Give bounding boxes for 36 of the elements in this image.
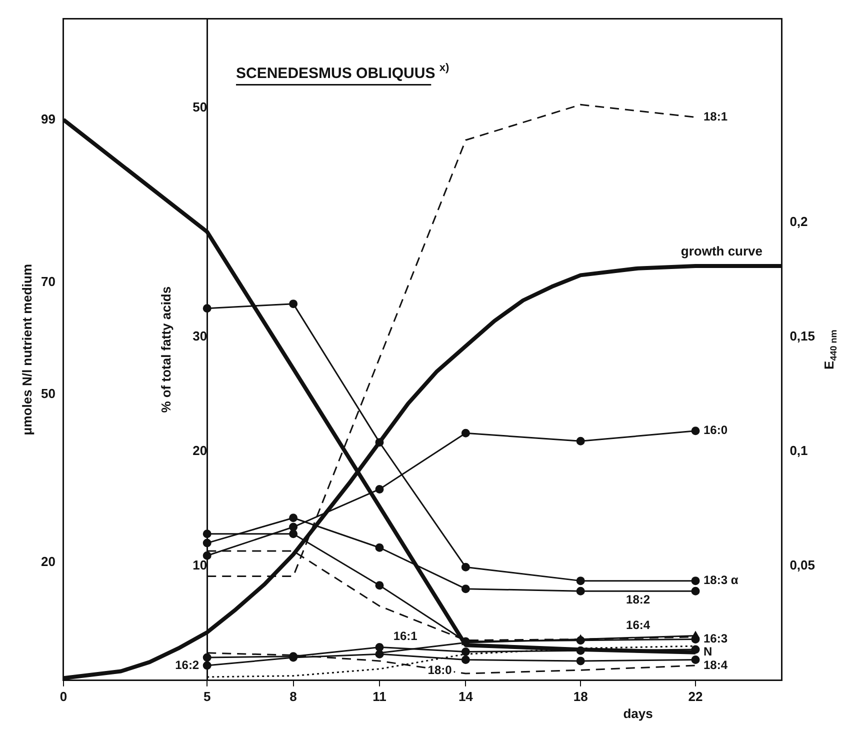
series-label: 18:1 (704, 110, 728, 124)
x-tick-label: 14 (458, 688, 474, 704)
y2-tick-label: 0,15 (790, 328, 816, 344)
y2-axis-title: E440 nm (822, 330, 838, 370)
text: SCENEDESMUS OBLIQUUS x) (236, 62, 450, 82)
x-axis-title: days (623, 706, 653, 721)
series-label: 16:4 (626, 618, 650, 632)
series-label: N (704, 644, 712, 659)
y3-axis-title: % of total fatty acids (158, 286, 174, 413)
y-axis-title: μmoles N/l nutrient medium (20, 264, 35, 436)
y-tick-label: 50 (40, 386, 56, 402)
y3-tick-label: 20 (192, 443, 208, 458)
series-label: growth curve (680, 244, 763, 259)
x-tick-label: 18 (573, 688, 588, 704)
x-tick-label: 5 (203, 688, 211, 704)
series-label: 18:3 α (704, 573, 739, 588)
y-tick-label: 99 (40, 111, 56, 126)
x-tick-label: 0 (60, 688, 68, 704)
y2-tick-label: 0,1 (790, 443, 808, 458)
series-label: 18:4 (704, 658, 728, 672)
x-tick-label: 11 (372, 688, 386, 704)
series-label: 16:3 (704, 632, 728, 646)
series-label: 16:2 (175, 658, 200, 672)
y2-tick-label: 0,2 (790, 214, 808, 230)
y-tick-label: 70 (40, 274, 56, 289)
series-label: 16:1 (393, 628, 418, 643)
y2-tick-label: 0,05 (790, 558, 816, 573)
y3-tick-label: 10 (192, 558, 208, 573)
y-tick-label: 20 (40, 554, 56, 570)
y3-tick-label: 30 (192, 328, 208, 344)
x-tick-label: 22 (688, 688, 703, 704)
x-tick-label: 8 (290, 688, 297, 704)
series-label: 16:0 (704, 423, 728, 438)
y3-tick-label: 50 (192, 100, 208, 115)
series-label: 18:2 (626, 592, 650, 606)
series-label: 18:0 (428, 662, 452, 677)
